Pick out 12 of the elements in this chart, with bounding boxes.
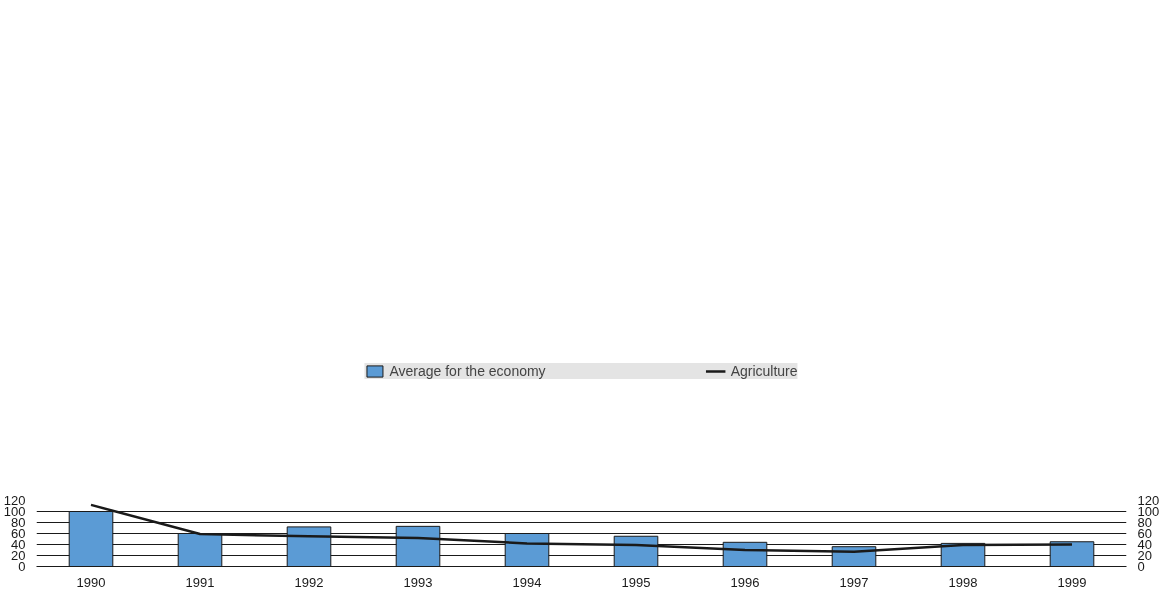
legend-label: Agriculture <box>730 363 798 379</box>
x-tick-label: 1996 <box>730 574 760 589</box>
x-tick-label: 1997 <box>839 574 869 589</box>
x-tick-label: 1998 <box>948 574 978 589</box>
x-tick-label: 1994 <box>512 574 542 589</box>
x-tick-label: 1999 <box>1057 574 1087 589</box>
x-tick-label: 1993 <box>403 574 433 589</box>
x-tick-label: 1990 <box>76 574 106 589</box>
x-tick-label: 1992 <box>294 574 324 589</box>
legend-label: Average for the economy <box>389 363 546 379</box>
x-tick-label: 1991 <box>185 574 215 589</box>
x-tick-label: 1995 <box>621 574 651 589</box>
